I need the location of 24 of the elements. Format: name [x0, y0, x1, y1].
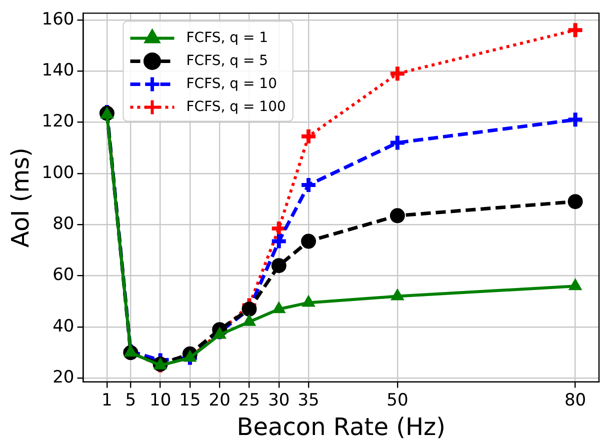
y-tick-label: 40: [52, 316, 74, 336]
legend-label: FCFS, q = 5: [186, 52, 268, 69]
y-tick-label: 140: [42, 60, 74, 80]
legend-label: FCFS, q = 100: [186, 98, 286, 115]
x-tick-label: 30: [268, 390, 290, 410]
y-tick-label: 20: [52, 368, 74, 388]
x-tick-label: 1: [102, 390, 112, 410]
x-tick-label: 5: [125, 390, 136, 410]
y-tick-label: 60: [52, 265, 74, 286]
x-tick-label: 50: [386, 390, 408, 410]
x-tick-label: 25: [238, 390, 260, 410]
y-tick-label: 80: [52, 214, 74, 234]
x-tick-label: 10: [149, 390, 172, 410]
x-tick-label: 20: [208, 390, 230, 410]
legend-label: FCFS, q = 10: [186, 76, 278, 92]
y-tick-label: 160: [42, 9, 74, 30]
x-tick-label: 80: [564, 390, 586, 410]
x-axis-title: Beacon Rate (Hz): [236, 412, 446, 441]
y-tick-label: 100: [42, 162, 74, 183]
y-tick-label: 120: [42, 112, 74, 132]
legend-label: FCFS, q = 1: [186, 30, 268, 46]
y-axis-title: AoI (ms): [6, 148, 35, 248]
x-tick-label: 15: [179, 390, 201, 410]
x-tick-label: 35: [298, 390, 320, 410]
